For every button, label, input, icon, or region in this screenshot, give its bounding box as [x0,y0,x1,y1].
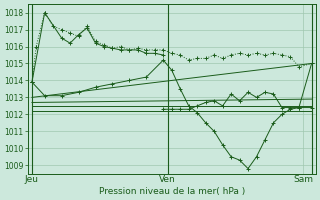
X-axis label: Pression niveau de la mer( hPa ): Pression niveau de la mer( hPa ) [99,187,245,196]
